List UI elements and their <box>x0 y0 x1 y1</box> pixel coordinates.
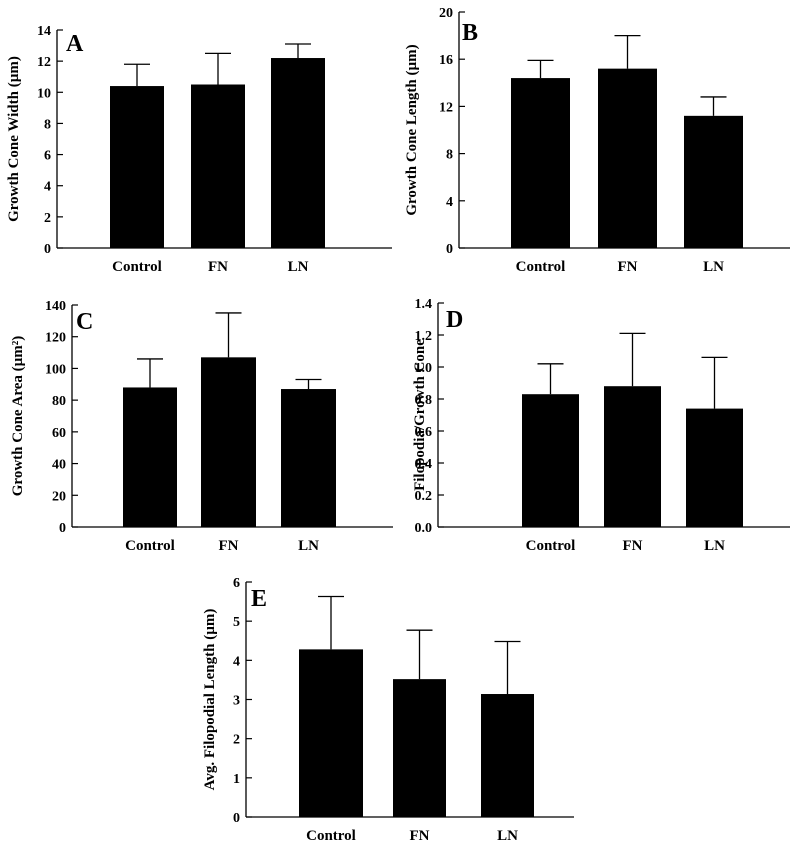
panel-letter: A <box>66 31 84 57</box>
bar-control <box>522 394 579 527</box>
y-tick-label: 0.8 <box>415 393 433 408</box>
panel-letter: E <box>251 586 267 612</box>
y-tick-label: 1.4 <box>415 297 433 312</box>
y-tick-label: 12 <box>37 55 51 70</box>
bar-fn <box>393 679 446 817</box>
category-label: Control <box>125 538 175 554</box>
category-label: Control <box>526 538 576 554</box>
bar-ln <box>481 694 534 817</box>
bar-fn <box>191 84 245 248</box>
y-tick-label: 6 <box>233 576 240 591</box>
y-tick-label: 140 <box>45 299 66 314</box>
y-tick-label: 0 <box>44 242 51 257</box>
y-tick-label: 20 <box>439 6 453 21</box>
y-axis-title: Growth Cone Area (µm²) <box>10 336 26 496</box>
panel-b: 0 4 8 12 16 20 Control FN LN B Growth Cone Length … <box>404 6 790 275</box>
panel-a: 0 2 4 6 8 10 12 14 Control FN LN A Growth Cone Width… <box>6 24 392 275</box>
y-tick-label: 0.6 <box>415 425 433 440</box>
y-tick-label: 20 <box>52 489 66 504</box>
category-label: FN <box>618 259 638 275</box>
category-label: LN <box>704 538 725 554</box>
y-tick-label: 4 <box>233 654 240 669</box>
category-label: LN <box>298 538 319 554</box>
y-tick-label: 4 <box>446 195 453 210</box>
y-tick-label: 1 <box>233 772 240 787</box>
bar-fn <box>604 386 661 527</box>
y-tick-label: 12 <box>439 100 453 115</box>
bar-ln <box>271 58 325 249</box>
panel-d: 0.0 0.2 0.4 0.6 0.8 1.0 1.2 1.4 Control FN LN D Filo… <box>412 297 790 554</box>
y-tick-label: 0 <box>59 521 66 536</box>
y-tick-label: 40 <box>52 458 66 473</box>
y-tick-label: 80 <box>52 394 66 409</box>
y-tick-label: 5 <box>233 615 240 630</box>
bar-ln <box>686 408 743 527</box>
y-tick-label: 1.2 <box>415 329 433 344</box>
category-label: FN <box>208 259 228 275</box>
category-label: Control <box>112 259 162 275</box>
category-label: FN <box>623 538 643 554</box>
category-label: LN <box>288 259 309 275</box>
panel-letter: B <box>462 20 478 46</box>
y-tick-label: 120 <box>45 331 66 346</box>
y-tick-label: 0 <box>446 242 453 257</box>
y-axis-title: Growth Cone Length (µm) <box>404 44 420 215</box>
y-tick-label: 10 <box>37 86 51 101</box>
category-label: Control <box>516 259 566 275</box>
y-axis-title: Avg. Filopodial Length (µm) <box>202 609 218 791</box>
y-tick-label: 2 <box>233 733 240 748</box>
y-tick-label: 2 <box>44 211 51 226</box>
y-tick-label: 1.0 <box>415 361 433 376</box>
bar-fn <box>598 68 657 248</box>
bar-control <box>110 86 164 248</box>
category-label: LN <box>497 828 518 843</box>
bar-ln <box>684 115 743 248</box>
y-tick-label: 3 <box>233 694 240 709</box>
bar-control <box>299 649 363 817</box>
y-axis-title: Growth Cone Width (µm) <box>6 56 22 222</box>
y-tick-label: 8 <box>446 148 453 163</box>
panel-c: 0 20 40 60 80 100 120 140 Control FN LN C Growth Con… <box>10 299 393 554</box>
category-label: LN <box>703 259 724 275</box>
panel-e: 0 1 2 3 4 5 6 Control FN LN E Avg. Filopodial Lengt… <box>202 576 574 843</box>
y-tick-label: 0.2 <box>415 489 433 504</box>
bar-fn <box>201 357 256 527</box>
panel-letter: C <box>76 309 93 335</box>
y-tick-label: 0.4 <box>415 457 433 472</box>
y-tick-label: 4 <box>44 180 51 195</box>
bar-ln <box>281 389 336 527</box>
y-tick-label: 14 <box>37 24 51 39</box>
y-tick-label: 0 <box>233 811 240 826</box>
bar-control <box>511 78 570 248</box>
y-tick-label: 60 <box>52 426 66 441</box>
category-label: FN <box>410 828 430 843</box>
y-tick-label: 0.0 <box>415 521 433 536</box>
y-axis-title: Filopodia/Growth Cone <box>412 339 428 491</box>
y-tick-label: 6 <box>44 149 51 164</box>
category-label: Control <box>306 828 356 843</box>
y-tick-label: 8 <box>44 117 51 132</box>
bar-control <box>123 387 177 527</box>
y-tick-label: 16 <box>439 53 453 68</box>
category-label: FN <box>219 538 239 554</box>
y-tick-label: 100 <box>45 362 66 377</box>
panel-letter: D <box>446 307 463 333</box>
